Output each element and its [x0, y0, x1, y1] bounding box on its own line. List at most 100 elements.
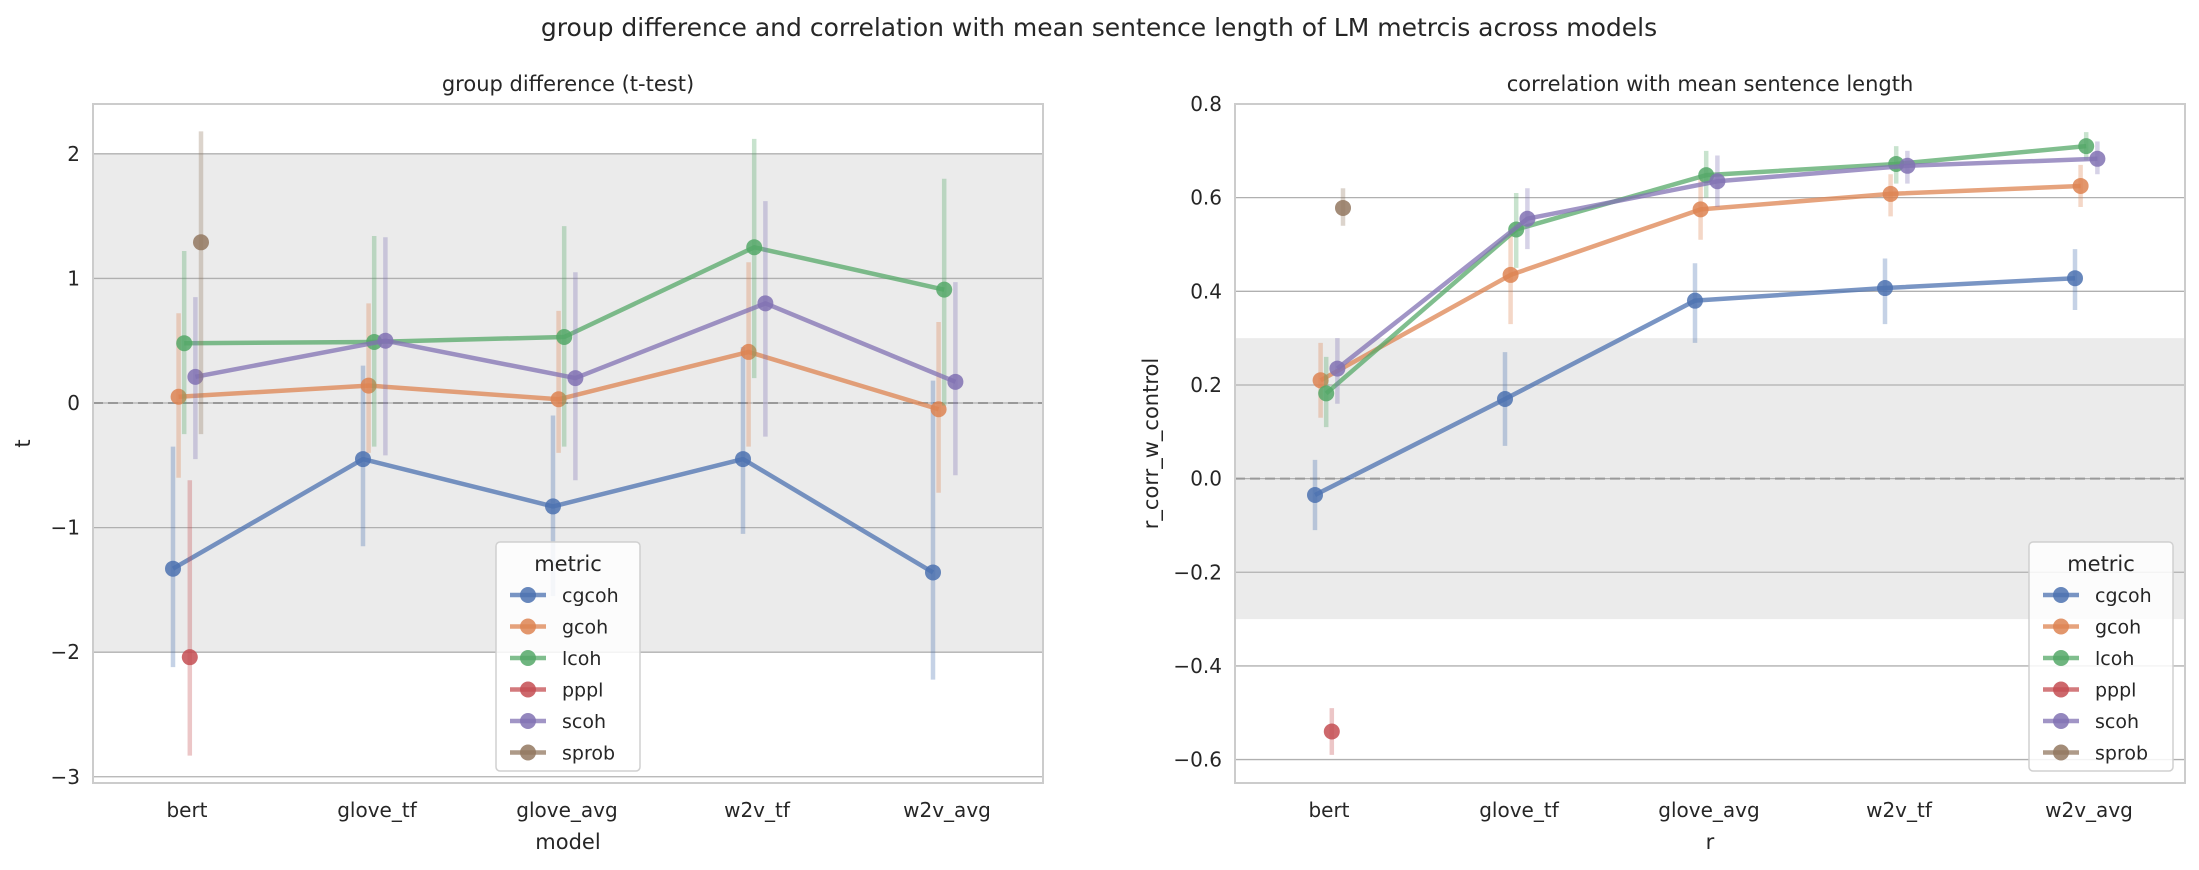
- x-tick-label: w2v_avg: [2045, 798, 2133, 822]
- x-tick-label: glove_tf: [337, 798, 417, 822]
- y-tick-label: −2: [51, 640, 80, 664]
- series-sprob: [1335, 188, 1351, 226]
- y-tick-label: −0.6: [1173, 748, 1222, 772]
- legend-entry-cgcoh: cgcoh: [2043, 585, 2152, 607]
- y-tick-label: −0.4: [1173, 654, 1222, 678]
- legend-label: sprob: [562, 743, 615, 765]
- data-point: [735, 451, 751, 468]
- x-tick-label: bert: [1308, 798, 1349, 822]
- legend-entry-cgcoh: cgcoh: [510, 585, 619, 607]
- data-point: [2072, 177, 2089, 194]
- legend-label: lcoh: [2095, 648, 2134, 670]
- data-point: [181, 649, 198, 666]
- axes-title: correlation with mean sentence length: [1507, 72, 1914, 96]
- data-point: [193, 234, 209, 251]
- axes-title: group difference (t-test): [442, 72, 694, 96]
- legend-marker: [520, 744, 536, 761]
- data-point: [2067, 270, 2083, 287]
- legend-label: pppl: [562, 680, 603, 702]
- legend: metric cgcoh gcoh lcoh pppl scoh sprob: [495, 541, 641, 772]
- data-point: [1335, 199, 1351, 216]
- legend-label: lcoh: [562, 648, 601, 670]
- axes-frame: [1234, 103, 2186, 784]
- legend-label: scoh: [562, 711, 606, 733]
- series-sprob: [193, 131, 209, 435]
- y-axis-label: r_corr_w_control: [1139, 358, 1164, 529]
- legend-marker: [2053, 681, 2069, 698]
- data-point: [1329, 360, 1346, 377]
- data-point: [170, 388, 187, 405]
- legend-label: sprob: [2095, 743, 2148, 765]
- data-point: [567, 370, 584, 387]
- data-point: [1899, 157, 1916, 174]
- data-point: [930, 401, 947, 418]
- data-point: [355, 451, 371, 468]
- data-point: [740, 343, 757, 360]
- y-tick-label: 0.2: [1190, 373, 1222, 397]
- data-point: [360, 377, 377, 394]
- data-point: [757, 295, 774, 312]
- legend-marker: [2053, 650, 2069, 666]
- x-tick-label: w2v_tf: [724, 798, 791, 822]
- y-tick-label: −1: [51, 516, 80, 540]
- legend-marker: [520, 681, 536, 698]
- y-tick-label: −3: [51, 765, 80, 789]
- series-gcoh: [1312, 164, 2089, 418]
- figure-suptitle: group difference and correlation with me…: [541, 13, 1657, 42]
- legend-marker: [520, 713, 536, 729]
- x-tick-label: bert: [166, 798, 207, 822]
- legend-entry-lcoh: lcoh: [2043, 648, 2134, 670]
- data-point: [550, 391, 567, 408]
- x-tick-label: glove_tf: [1479, 798, 1559, 822]
- data-point: [556, 328, 573, 345]
- legend-label: scoh: [2095, 711, 2139, 733]
- legend-entry-gcoh: gcoh: [2043, 617, 2141, 639]
- y-tick-label: −0.2: [1173, 560, 1222, 584]
- legend-entry-sprob: sprob: [2043, 743, 2148, 765]
- y-tick-label: 0.4: [1190, 279, 1222, 303]
- legend-entry-lcoh: lcoh: [510, 648, 601, 670]
- legend-marker: [520, 650, 536, 666]
- x-tick-label: glove_avg: [516, 798, 617, 822]
- data-point: [176, 335, 193, 352]
- x-tick-label: glove_avg: [1658, 798, 1759, 822]
- legend-entry-scoh: scoh: [510, 711, 606, 733]
- legend-marker: [2053, 618, 2069, 635]
- y-axis-label: t: [11, 439, 35, 447]
- data-point: [377, 332, 394, 349]
- data-point: [187, 368, 204, 385]
- data-point: [1687, 292, 1703, 309]
- legend-marker: [520, 618, 536, 635]
- data-point: [947, 373, 964, 390]
- data-point: [1519, 210, 1536, 227]
- series-scoh: [1329, 141, 2106, 404]
- data-point: [925, 564, 941, 581]
- series-pppl: [1323, 708, 1340, 755]
- data-point: [1877, 280, 1893, 297]
- series-cgcoh: [1307, 249, 2083, 531]
- x-axis-label: r: [1706, 830, 1715, 854]
- legend-label: pppl: [2095, 680, 2136, 702]
- data-point: [1323, 723, 1340, 740]
- data-point: [746, 239, 763, 256]
- data-point: [1502, 266, 1519, 283]
- axes-frame: [92, 103, 1044, 784]
- data-point: [936, 281, 953, 298]
- correlation-panel: −0.6 −0.4 −0.2 0.0 0.2 0.4 0.6 0.8 bert glove_tf g…: [1139, 72, 2186, 854]
- t-test-panel: −3 −2 −1 0 1 2 bert glove_tf glove_avg w2v_tf w2v_…: [11, 72, 1044, 854]
- data-point: [165, 560, 181, 577]
- data-point: [1692, 201, 1709, 218]
- data-point: [1318, 385, 1335, 402]
- legend-title: metric: [2067, 552, 2135, 576]
- data-point: [1312, 372, 1329, 389]
- y-tick-label: 1: [67, 266, 80, 290]
- legend: metric cgcoh gcoh lcoh pppl scoh sprob: [2028, 541, 2174, 772]
- data-point: [545, 498, 561, 515]
- legend-entry-pppl: pppl: [510, 680, 603, 702]
- data-point: [1497, 391, 1513, 408]
- y-tick-label: 0.0: [1190, 467, 1222, 491]
- series-pppl: [181, 480, 198, 756]
- series-lcoh: [1318, 132, 2095, 428]
- legend-entry-pppl: pppl: [2043, 680, 2136, 702]
